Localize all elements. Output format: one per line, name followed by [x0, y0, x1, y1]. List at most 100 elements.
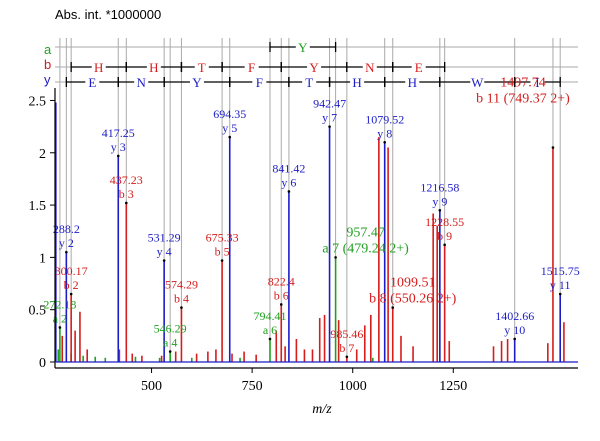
- peak-marker: [287, 190, 291, 193]
- peak-marker: [383, 141, 386, 144]
- peak-mz-label: 822.4: [268, 274, 295, 288]
- y-tick-label: 0.5: [29, 304, 47, 319]
- plot-frame: [54, 88, 578, 369]
- peak-marker: [116, 154, 120, 158]
- ladder-residue-y: I: [535, 75, 539, 90]
- fragment-gridlines: [55, 38, 578, 357]
- x-axis-title: m/z: [312, 402, 332, 417]
- peak-marker: [65, 250, 68, 254]
- ladder-label-bg: [307, 60, 322, 74]
- peak-ion-label: y 7: [322, 111, 337, 125]
- ion-row-label-y: y: [44, 72, 51, 87]
- peak-ion-label: b 6: [274, 288, 289, 302]
- peak-mz-label: 841.42: [272, 161, 305, 175]
- peak-labels: 272.18a 2 300.17b 2 288.2y 2 417.25y 3 437.2…: [43, 76, 579, 355]
- peak-ion-label: b 5: [215, 245, 230, 259]
- peak-marker: [69, 292, 73, 296]
- peak-mz-label: 1228.55: [425, 215, 464, 229]
- peak-ion-label: y 4: [157, 245, 172, 259]
- ladder-residue-y: T: [305, 75, 313, 90]
- ladder-residue-b: E: [415, 60, 423, 75]
- ladder-residue-b: H: [149, 60, 158, 75]
- peak-mz-label: 694.35: [213, 107, 246, 121]
- ladder-residue-a: Y: [298, 40, 308, 55]
- peak-ion-label: b 7: [339, 341, 354, 355]
- peak-ion-label: b 2: [64, 278, 79, 292]
- ladder-label-bg: [302, 75, 317, 89]
- peak-marker: [391, 306, 395, 309]
- peak-mz-label: 985.46: [330, 327, 363, 341]
- ladder-residue-y: E: [88, 75, 96, 90]
- x-tick-label: 1250: [439, 379, 467, 394]
- peak-ion-label: y 3: [111, 140, 126, 154]
- ladder-label-bg: [194, 60, 209, 74]
- ion-row-label-b: b: [44, 57, 51, 72]
- peak-mz-label: 574.29: [165, 278, 198, 292]
- y-tick-label: 0: [39, 356, 46, 371]
- peak-marker: [443, 243, 446, 247]
- ladder-label-bg: [189, 75, 204, 89]
- ladder-label-bg: [405, 75, 420, 89]
- peak-marker: [125, 201, 128, 205]
- peak-marker: [334, 256, 337, 259]
- y-tick-label: 2: [39, 147, 46, 162]
- ladder-residue-y: Y: [192, 75, 202, 90]
- ladder-residue-y: H: [352, 75, 361, 90]
- y-tick-label: 2.5: [29, 94, 47, 109]
- peak-mz-label: 300.17: [55, 264, 88, 278]
- peak-ion-label: y 9: [432, 194, 447, 208]
- peak-ion-label: b 4: [174, 292, 189, 306]
- peak-mz-label: 1497.74: [500, 76, 546, 91]
- peak-marker: [58, 326, 62, 329]
- peak-mz-label: 546.29: [154, 322, 187, 336]
- peak-mz-label: 417.25: [102, 126, 135, 140]
- peak-marker: [180, 306, 183, 309]
- ladder-residue-b: F: [248, 60, 255, 75]
- ladder-residue-b: Y: [309, 60, 319, 75]
- peak-marker: [168, 350, 172, 353]
- ladder-residue-b: H: [94, 60, 103, 75]
- peak-ion-label: a 7 (479.24 2+): [322, 241, 409, 256]
- ion-row-label-a: a: [44, 42, 52, 57]
- peak-ion-label: b 8 (550.26 2+): [369, 292, 457, 307]
- peak-mz-label: 272.18: [43, 297, 76, 311]
- peak-ion-label: a 2: [53, 311, 67, 325]
- ladder-label-bg: [146, 60, 161, 74]
- ladder-label-bg: [470, 75, 485, 89]
- peak-marker: [220, 259, 224, 262]
- ladder-label-bg: [350, 75, 365, 89]
- peak-marker: [228, 135, 232, 139]
- peak-ion-label: b 3: [119, 187, 134, 201]
- x-axis-ticks: 500 750 1000 1250: [141, 368, 467, 394]
- ladder-label-bg: [411, 60, 426, 74]
- peak-lines: [55, 102, 565, 362]
- peak-ion-label: b 9: [437, 229, 452, 243]
- peak-mz-label: 1402.66: [495, 309, 534, 323]
- ladder-residue-b: N: [365, 60, 375, 75]
- peak-mz-label: 942.47: [313, 97, 346, 111]
- peak-marker: [268, 337, 272, 341]
- peak-ion-label: y 8: [377, 126, 392, 140]
- ladder-residue-y: H: [408, 75, 417, 90]
- ladder-label-bg: [91, 60, 106, 74]
- x-tick-label: 750: [242, 379, 263, 394]
- peak-mz-label: 957.47: [346, 225, 385, 240]
- peak-marker: [328, 125, 331, 128]
- peak-marker: [279, 303, 283, 306]
- peak-ion-label: a 6: [263, 323, 277, 337]
- ladder-label-bg: [362, 60, 377, 74]
- y-tick-label: 1: [39, 251, 46, 266]
- peak-mz-label: 531.29: [148, 231, 181, 245]
- peak-ion-label: y 5: [222, 121, 237, 135]
- y-axis-title: Abs. int. *1000000: [55, 7, 161, 22]
- peak-ion-label: b 11 (749.37 2+): [476, 92, 570, 107]
- ladder-residue-y: W: [471, 75, 484, 90]
- y-axis-ticks: 0 0.5 1 1.5 2 2.5: [29, 94, 55, 371]
- peak-marker: [162, 259, 166, 262]
- ladder-label-bg: [530, 75, 545, 89]
- ladder-label-bg: [295, 40, 310, 54]
- peak-marker: [558, 292, 562, 296]
- ladder-residue-y: N: [137, 75, 147, 90]
- peak-ion-label: a 4: [163, 336, 177, 350]
